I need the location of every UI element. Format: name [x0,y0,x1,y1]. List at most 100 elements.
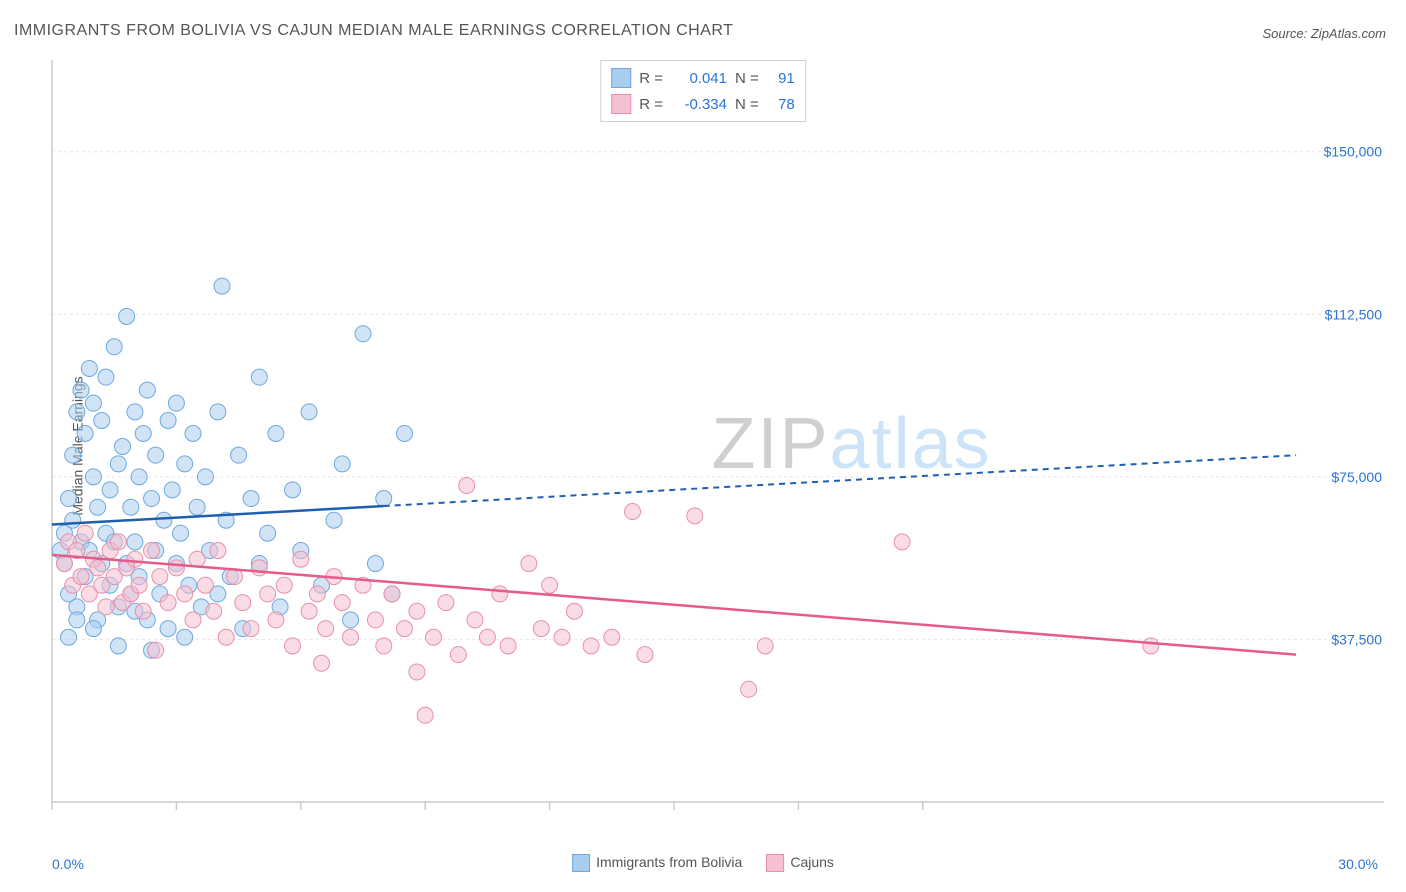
scatter-point [69,404,85,420]
scatter-point [139,382,155,398]
scatter-point [98,369,114,385]
trend-line-dashed [384,455,1296,506]
scatter-point [56,556,72,572]
scatter-point [459,478,475,494]
scatter-point [90,499,106,515]
scatter-point [185,426,201,442]
scatter-point [98,599,114,615]
scatter-point [409,603,425,619]
scatter-point [285,638,301,654]
scatter-point [231,447,247,463]
chart-area: $37,500$75,000$112,500$150,000 ZIPatlas [50,55,1386,832]
chart-title: IMMIGRANTS FROM BOLIVIA VS CAJUN MEDIAN … [14,22,733,40]
x-axis-min-label: 0.0% [52,856,84,872]
scatter-point [173,525,189,541]
scatter-point [268,612,284,628]
scatter-point [127,534,143,550]
scatter-point [177,456,193,472]
n-label: N = [735,70,759,87]
scatter-point [177,629,193,645]
scatter-point [135,426,151,442]
scatter-point [102,482,118,498]
scatter-point [160,621,176,637]
scatter-point [301,404,317,420]
scatter-point [260,525,276,541]
scatter-point [135,603,151,619]
scatter-point [687,508,703,524]
r-value: 0.041 [671,70,727,87]
scatter-point [148,447,164,463]
scatter-point [554,629,570,645]
n-value: 91 [767,70,795,87]
y-tick-label: $150,000 [1324,144,1383,160]
scatter-point [119,308,135,324]
scatter-point [214,278,230,294]
scatter-point [156,512,172,528]
scatter-point [197,577,213,593]
scatter-point [127,551,143,567]
correlation-stats-box: R =0.041N =91R =-0.334N =78 [600,60,806,122]
scatter-point [355,326,371,342]
scatter-point [637,647,653,663]
legend-swatch [766,854,784,872]
scatter-point [384,586,400,602]
scatter-point [343,629,359,645]
stats-row: R =-0.334N =78 [611,91,795,117]
scatter-point [144,491,160,507]
scatter-point [81,360,97,376]
scatter-point [334,456,350,472]
scatter-point [625,504,641,520]
scatter-point [243,491,259,507]
scatter-point [85,621,101,637]
x-axis-max-label: 30.0% [1338,856,1378,872]
legend-label: Cajuns [790,854,834,870]
scatter-point [450,647,466,663]
scatter-point [243,621,259,637]
scatter-point [61,491,77,507]
scatter-point [251,369,267,385]
scatter-plot-svg: $37,500$75,000$112,500$150,000 [50,55,1386,832]
scatter-point [85,469,101,485]
scatter-point [235,595,251,611]
scatter-point [285,482,301,498]
bottom-legend: Immigrants from BoliviaCajuns [572,854,834,872]
scatter-point [73,382,89,398]
scatter-point [301,603,317,619]
stats-swatch [611,68,631,88]
scatter-point [94,412,110,428]
r-label: R = [639,96,663,113]
source-attribution: Source: ZipAtlas.com [1262,26,1386,41]
scatter-point [110,534,126,550]
scatter-point [367,556,383,572]
scatter-point [168,395,184,411]
scatter-point [152,569,168,585]
scatter-point [334,595,350,611]
legend-item: Cajuns [766,854,834,872]
scatter-point [533,621,549,637]
scatter-point [177,586,193,602]
scatter-point [741,681,757,697]
scatter-point [260,586,276,602]
scatter-point [326,512,342,528]
scatter-point [467,612,483,628]
scatter-point [251,560,267,576]
scatter-point [189,499,205,515]
scatter-point [376,638,392,654]
scatter-point [127,404,143,420]
scatter-point [65,512,81,528]
r-value: -0.334 [671,96,727,113]
scatter-point [376,491,392,507]
y-tick-label: $112,500 [1325,306,1383,322]
scatter-point [185,612,201,628]
scatter-point [210,404,226,420]
scatter-point [268,426,284,442]
scatter-point [566,603,582,619]
scatter-point [131,469,147,485]
scatter-point [144,543,160,559]
scatter-point [318,621,334,637]
scatter-point [425,629,441,645]
scatter-point [343,612,359,628]
scatter-point [160,595,176,611]
scatter-point [367,612,383,628]
scatter-point [206,603,222,619]
